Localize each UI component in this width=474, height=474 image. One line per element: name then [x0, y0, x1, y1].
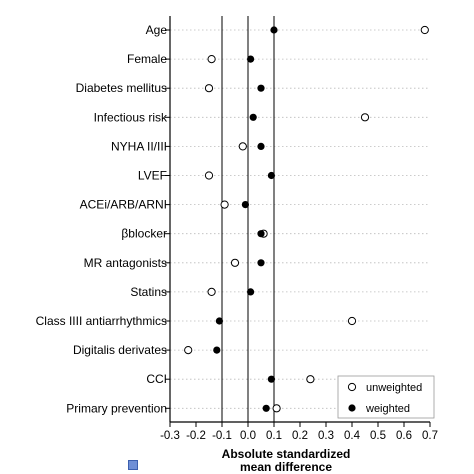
point-weighted-statins	[247, 288, 255, 296]
point-weighted-acei-arb-arni	[241, 201, 249, 209]
x-tick-label-2: -0.1	[212, 430, 232, 442]
x-tick-label-7: 0.4	[344, 430, 361, 442]
category-label-infectious-risk: Infectious risk	[94, 110, 168, 124]
x-tick-labels: -0.3 -0.2 -0.1 0.0 0.1 0.2 0.3 0.4 0.5 0.6 0.7	[160, 430, 438, 442]
point-weighted-female	[247, 55, 255, 63]
category-label-statins: Statins	[130, 285, 167, 299]
category-label-diabetes-mellitus: Diabetes mellitus	[76, 81, 167, 95]
category-label-age: Age	[146, 23, 168, 37]
x-axis-label-line-2: mean difference	[240, 460, 332, 474]
legend-marker-weighted	[348, 404, 356, 412]
category-label-cci: CCI	[146, 372, 167, 386]
point-unweighted-age	[420, 25, 429, 35]
point-unweighted-lvef	[204, 171, 214, 180]
point-weighted-lvef	[267, 171, 275, 180]
category-label-class-iiii-antiarrhythmics: Class IIII antiarrhythmics	[36, 314, 167, 328]
point-weighted-class-iiii-antiarrhythmics	[215, 317, 223, 325]
x-tick-label-5: 0.2	[292, 430, 308, 442]
legend-marker-unweighted	[347, 382, 357, 392]
point-unweighted-digitalis-derivates	[184, 346, 193, 355]
category-label-blocker: βblocker	[121, 227, 167, 241]
x-tick-label-10: 0.7	[422, 430, 438, 442]
category-label-digitalis-derivates: Digitalis derivates	[73, 343, 167, 357]
point-weighted-diabetes-mellitus	[257, 84, 265, 92]
category-labels: Age Female Diabetes mellitus Infectious ris…	[36, 23, 168, 415]
x-tick-label-8: 0.5	[370, 430, 386, 442]
category-label-primary-prevention: Primary prevention	[66, 401, 167, 415]
axes	[165, 16, 431, 427]
x-tick-label-3: 0.0	[240, 430, 256, 442]
category-label-nyha-ii-iii: NYHA II/III	[111, 139, 167, 153]
x-tick-label-0: -0.3	[160, 430, 180, 442]
corner-square-icon	[128, 460, 138, 470]
point-weighted-cci	[267, 375, 275, 383]
reference-lines	[221, 16, 275, 422]
category-label-mr-antagonists: MR antagonists	[84, 256, 167, 270]
x-tick-label-1: -0.2	[186, 430, 206, 442]
data-points	[184, 25, 429, 413]
category-label-acei-arb-arni: ACEi/ARB/ARNI	[80, 198, 167, 212]
point-unweighted-class-iiii-antiarrhythmics	[347, 316, 357, 326]
point-unweighted-infectious-risk	[360, 113, 370, 122]
point-unweighted-acei-arb-arni	[220, 200, 229, 209]
point-unweighted-mr-antagonists	[230, 258, 240, 267]
point-unweighted-diabetes-mellitus	[204, 84, 214, 93]
legend: unweighted weighted	[337, 375, 435, 419]
x-axis-label-line-1: Absolute standardized	[222, 447, 351, 461]
x-tick-label-6: 0.3	[318, 430, 334, 442]
point-weighted-digitalis-derivates	[213, 346, 221, 354]
x-tick-label-9: 0.6	[396, 430, 412, 442]
category-label-female: Female	[127, 52, 167, 66]
point-weighted-infectious-risk	[249, 113, 257, 121]
point-unweighted-female	[207, 55, 216, 64]
point-weighted-primary-prevention	[262, 404, 270, 412]
point-weighted-blocker	[257, 230, 265, 238]
point-unweighted-primary-prevention	[272, 404, 281, 413]
point-weighted-mr-antagonists	[257, 259, 265, 267]
point-weighted-age	[270, 26, 278, 34]
legend-label-unweighted: unweighted	[366, 382, 422, 394]
category-label-lvef: LVEF	[138, 169, 167, 183]
legend-label-weighted: weighted	[365, 403, 410, 415]
point-unweighted-nyha-ii-iii	[238, 142, 247, 151]
point-unweighted-statins	[207, 287, 216, 296]
point-weighted-nyha-ii-iii	[257, 142, 265, 150]
point-unweighted-cci	[306, 375, 315, 384]
x-tick-label-4: 0.1	[266, 430, 282, 442]
